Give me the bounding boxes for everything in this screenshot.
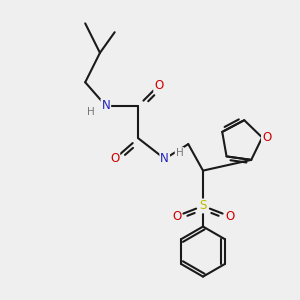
Text: S: S <box>199 200 207 212</box>
Text: H: H <box>176 148 183 158</box>
Text: H: H <box>87 107 95 117</box>
Text: N: N <box>101 99 110 112</box>
Text: N: N <box>160 152 169 165</box>
Text: O: O <box>225 210 234 223</box>
Text: O: O <box>154 79 164 92</box>
Text: O: O <box>110 152 119 165</box>
Text: O: O <box>262 131 271 144</box>
Text: O: O <box>172 210 181 223</box>
